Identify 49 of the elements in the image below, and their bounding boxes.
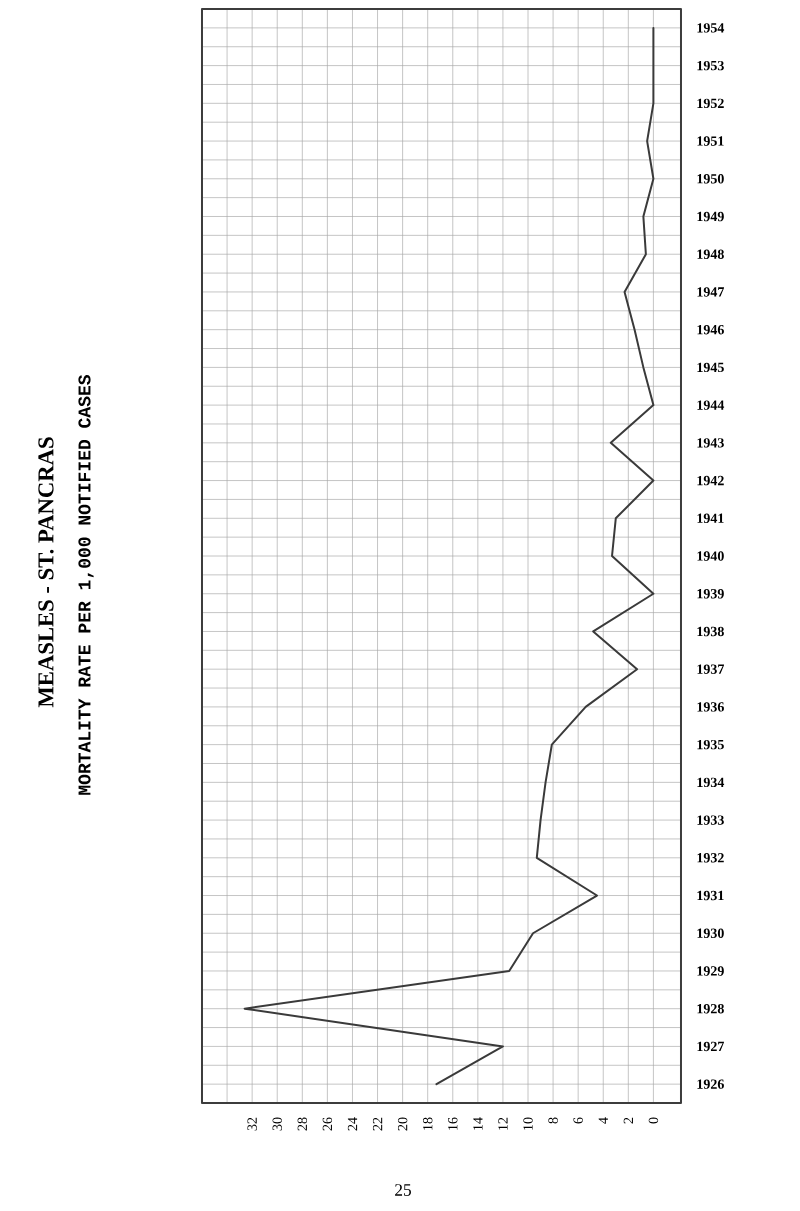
y-tick-label: 1951 <box>697 136 724 146</box>
x-tick-label: 12 <box>498 1117 508 1130</box>
y-tick-label: 1954 <box>697 23 725 33</box>
y-tick-label: 1934 <box>697 777 725 788</box>
y-tick-label: 1952 <box>697 98 724 109</box>
x-tick-label: 4 <box>598 1117 608 1124</box>
y-tick-label: 1939 <box>697 589 724 599</box>
text: 25 <box>395 1184 411 1196</box>
x-tick-label: 26 <box>322 1117 333 1131</box>
y-tick-label: 1945 <box>697 362 724 373</box>
y-tick-label: 1944 <box>697 400 725 410</box>
y-tick-label: 1950 <box>697 174 724 184</box>
x-tick-label: 32 <box>247 1117 257 1131</box>
y-tick-label: 1940 <box>697 551 724 561</box>
y-tick-label: 1931 <box>697 890 724 901</box>
x-tick-label: 18 <box>422 1117 433 1130</box>
x-tick-label: 24 <box>347 1117 358 1131</box>
x-tick-label: 16 <box>448 1117 458 1130</box>
y-tick-label: 1953 <box>697 60 724 71</box>
y-tick-label: 1929 <box>697 966 724 976</box>
y-tick-label: 1927 <box>697 1041 725 1052</box>
x-tick-label: 0 <box>648 1117 659 1124</box>
x-tick-label: 6 <box>573 1117 583 1124</box>
y-tick-label: 1926 <box>697 1079 724 1089</box>
y-tick-label: 1937 <box>697 664 725 674</box>
x-tick-label: 2 <box>623 1117 633 1124</box>
y-tick-label: 1941 <box>697 513 724 523</box>
y-tick-label: 1946 <box>697 324 724 335</box>
x-tick-label: 30 <box>272 1117 282 1131</box>
x-tick-label: 10 <box>523 1117 533 1130</box>
text: MORTALITY RATE PER 1,000 NOTIFIED CASES <box>78 374 94 795</box>
x-tick-label: 14 <box>473 1117 483 1130</box>
y-tick-label: 1928 <box>697 1003 724 1014</box>
y-tick-label: 1948 <box>697 249 724 259</box>
y-tick-label: 1949 <box>697 211 724 222</box>
y-tick-label: 1930 <box>697 928 724 938</box>
y-tick-label: 1943 <box>697 438 724 448</box>
y-tick-label: 1933 <box>697 815 724 825</box>
y-tick-label: 1932 <box>697 853 724 863</box>
x-tick-label: 22 <box>372 1117 383 1131</box>
y-tick-label: 1942 <box>697 475 724 486</box>
x-tick-label: 8 <box>548 1117 558 1124</box>
x-tick-label: 20 <box>397 1117 408 1131</box>
y-tick-label: 1935 <box>697 739 724 750</box>
y-tick-label: 1947 <box>697 287 725 297</box>
y-tick-label: 1938 <box>697 626 724 637</box>
text: MEASLES - ST. PANCRAS <box>38 437 54 708</box>
y-tick-label: 1936 <box>697 702 724 712</box>
x-tick-label: 28 <box>297 1117 308 1131</box>
